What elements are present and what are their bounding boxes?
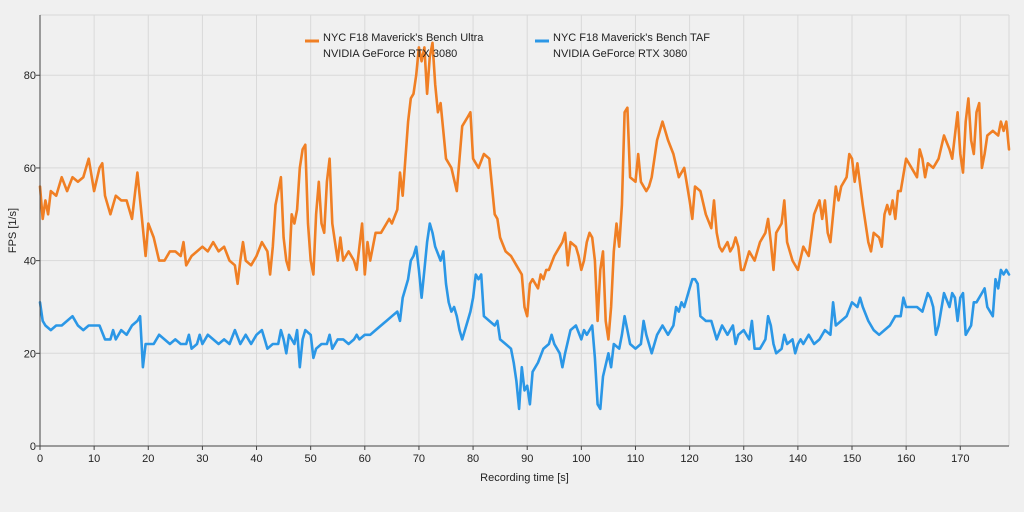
series-line-ultra: [38, 41, 1011, 341]
x-tick-label: 20: [142, 453, 154, 465]
y-tick-labels: 0 20 40 60 80: [24, 70, 40, 453]
x-tick-label: 160: [897, 453, 915, 465]
x-tick-label: 10: [88, 453, 100, 465]
legend-gpu-ultra: NVIDIA GeForce RTX 3080: [323, 48, 457, 60]
x-tick-label: 70: [413, 453, 425, 465]
x-tick-label: 50: [305, 453, 317, 465]
axes: [39, 15, 1009, 447]
y-tick-label: 80: [24, 70, 36, 82]
x-tick-label: 30: [196, 453, 208, 465]
x-tick-label: 110: [627, 453, 645, 465]
legend-label-taf: NYC F18 Maverick's Bench TAF: [553, 32, 710, 44]
y-tick-label: 60: [24, 163, 36, 175]
y-tick-label: 20: [24, 348, 36, 360]
series-layer: [38, 41, 1011, 411]
x-tick-label: 40: [250, 453, 262, 465]
legend: NYC F18 Maverick's Bench Ultra NVIDIA Ge…: [305, 32, 710, 60]
y-axis-title: FPS [1/s]: [7, 208, 19, 253]
x-tick-label: 140: [789, 453, 807, 465]
x-tick-label: 130: [735, 453, 753, 465]
x-tick-labels: 0 10 20 30 40 50 60 70 80 90 100 110 120 130 140 150 160…: [37, 446, 969, 465]
x-tick-label: 0: [37, 453, 43, 465]
legend-gpu-taf: NVIDIA GeForce RTX 3080: [553, 48, 687, 60]
legend-item-taf: NYC F18 Maverick's Bench TAF NVIDIA GeFo…: [535, 32, 710, 60]
legend-label-ultra: NYC F18 Maverick's Bench Ultra: [323, 32, 484, 44]
x-tick-label: 170: [951, 453, 969, 465]
x-axis-title: Recording time [s]: [480, 472, 569, 484]
y-tick-label: 0: [30, 441, 36, 453]
x-tick-label: 90: [521, 453, 533, 465]
x-tick-label: 60: [359, 453, 371, 465]
x-tick-label: 150: [843, 453, 861, 465]
x-tick-label: 100: [572, 453, 590, 465]
legend-item-ultra: NYC F18 Maverick's Bench Ultra NVIDIA Ge…: [305, 32, 484, 60]
y-tick-label: 40: [24, 256, 36, 268]
x-tick-label: 120: [680, 453, 698, 465]
series-line-taf: [38, 222, 1011, 411]
x-tick-label: 80: [467, 453, 479, 465]
